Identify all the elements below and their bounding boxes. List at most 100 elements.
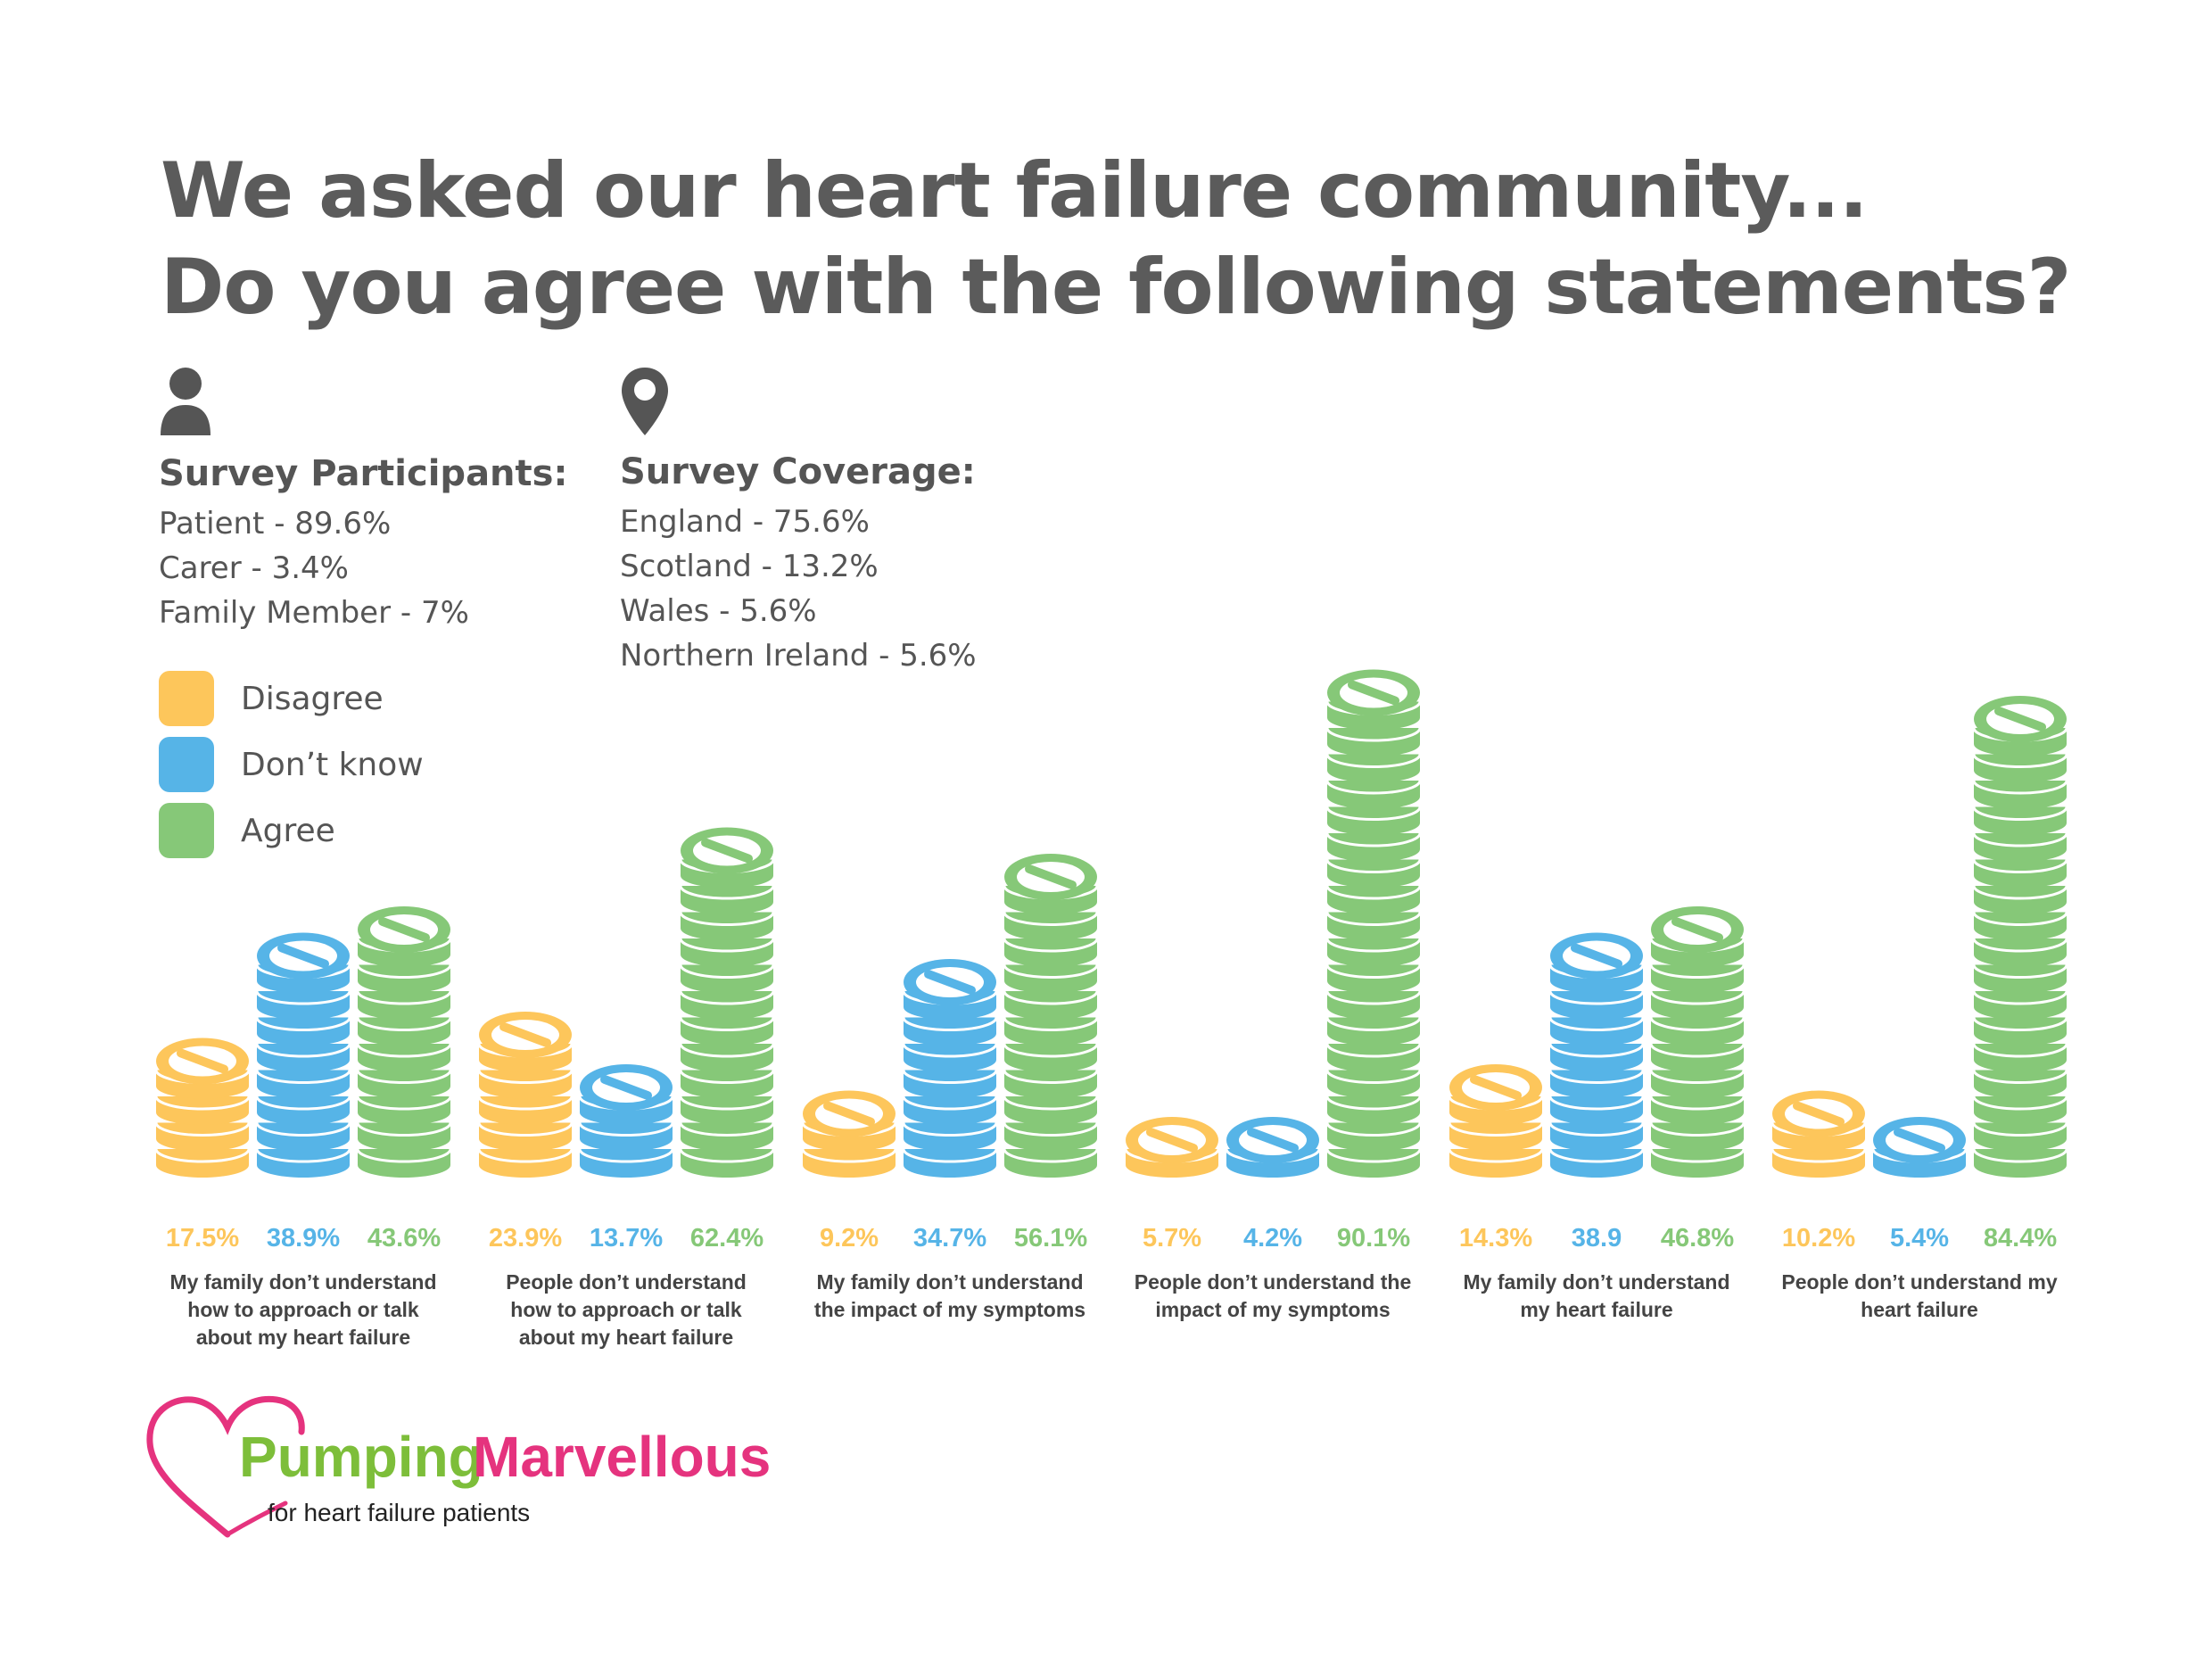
coin-edge (255, 1043, 351, 1058)
logo-tagline: for heart failure patients (268, 1499, 530, 1526)
coin (681, 1096, 773, 1125)
coin-edge (1548, 1070, 1645, 1084)
coin-edge (1972, 780, 2068, 795)
coin (1004, 1149, 1097, 1178)
coin-edge (1003, 938, 1099, 953)
participant-item: Patient - 89.6% (159, 506, 392, 542)
coin-edge (1972, 885, 2068, 900)
heart-logo-icon (146, 1395, 305, 1538)
coin (1327, 964, 1420, 994)
coin-edge (1003, 964, 1099, 979)
coin (681, 964, 773, 994)
category-label: the impact of my symptoms (814, 1298, 1085, 1321)
pumping-marvellous-logo: Pumping Marvellous for heart failure pat… (146, 1395, 771, 1538)
coin-edge (356, 1017, 452, 1031)
coin-edge (902, 1070, 998, 1084)
coin (1327, 912, 1420, 941)
coin-edge (1325, 885, 1422, 900)
coin (681, 1017, 773, 1046)
coin-edge (356, 964, 452, 979)
coin (479, 1096, 572, 1125)
coin-edge (1003, 1122, 1099, 1137)
participants-heading: Survey Participants: (159, 453, 568, 494)
coin-edge (1649, 1070, 1746, 1084)
coin-edge (477, 1122, 574, 1137)
coin-edge (679, 1095, 775, 1111)
coverage-item: Scotland - 13.2% (620, 549, 879, 584)
location-pin-icon (622, 368, 668, 435)
title-line-2: Do you agree with the following statemen… (161, 243, 2071, 332)
coin (479, 1149, 572, 1178)
coin (358, 964, 450, 994)
coin (1974, 1149, 2067, 1178)
coin (904, 1017, 996, 1046)
coin-edge (679, 938, 775, 953)
coin-edge (1003, 990, 1099, 1005)
bar (1871, 1117, 1968, 1178)
coin (1550, 1096, 1643, 1125)
coin (1004, 1096, 1097, 1125)
coin (1550, 1122, 1643, 1152)
coin (1974, 1017, 2067, 1046)
coin (358, 1070, 450, 1099)
coin-edge (1972, 1095, 2068, 1111)
coin-edge (1325, 1122, 1422, 1137)
data-label: 38.9 (1572, 1224, 1622, 1252)
coin-edge (1649, 990, 1746, 1005)
data-label: 13.7% (590, 1224, 663, 1252)
coin-edge (1325, 806, 1422, 821)
coin-edge (578, 1122, 674, 1137)
data-label: 90.1% (1337, 1224, 1410, 1252)
coin-edge (1325, 990, 1422, 1005)
coin-edge (1548, 1017, 1645, 1031)
coin (1974, 886, 2067, 914)
coin-edge (1325, 1070, 1422, 1084)
coin (1974, 1122, 2067, 1152)
coin (1327, 833, 1420, 862)
coin (1327, 781, 1420, 809)
coin (1449, 1149, 1542, 1178)
bar (902, 959, 998, 1178)
data-label: 38.9% (267, 1224, 340, 1252)
bar (255, 932, 351, 1178)
coin (1974, 964, 2067, 994)
coin-edge (356, 1122, 452, 1137)
coin-score-line (1571, 943, 1622, 969)
coin-score-line (1894, 1128, 1945, 1153)
coin (1974, 781, 2067, 809)
data-label: 62.4% (690, 1224, 763, 1252)
coin (1651, 1017, 1744, 1046)
coin (1327, 991, 1420, 1020)
coin (358, 1149, 450, 1178)
coin-edge (1325, 754, 1422, 768)
coin-score-line (1994, 707, 2046, 732)
coin-edge (1003, 1043, 1099, 1058)
coin-edge (679, 1070, 775, 1084)
coin (1550, 1044, 1643, 1072)
coin-edge (1649, 1122, 1746, 1137)
coin-score-line (277, 943, 329, 969)
participants-block: Survey Participants: Patient - 89.6% Car… (159, 453, 567, 635)
coin-edge (679, 1122, 775, 1137)
data-label: 56.1% (1014, 1224, 1087, 1252)
coin-edge (1548, 1122, 1645, 1137)
category-label: People don’t understand the (1135, 1270, 1412, 1294)
coin (1651, 1122, 1744, 1152)
coin (1004, 991, 1097, 1020)
coin-edge (1003, 1148, 1099, 1163)
coin-edge (255, 1017, 351, 1031)
bar (1448, 1064, 1544, 1178)
coin (681, 886, 773, 914)
data-label: 43.6% (367, 1224, 441, 1252)
legend-label: Disagree (241, 680, 384, 717)
bar (679, 827, 775, 1178)
coin (1974, 938, 2067, 967)
person-icon (161, 368, 210, 435)
coin-score-line (1793, 1101, 1845, 1127)
category-label: my heart failure (1520, 1298, 1672, 1321)
participant-item: Carer - 3.4% (159, 550, 349, 586)
coin-edge (1972, 859, 2068, 873)
coin-edge (1448, 1148, 1544, 1163)
bar (356, 906, 452, 1178)
coin (156, 1096, 249, 1125)
